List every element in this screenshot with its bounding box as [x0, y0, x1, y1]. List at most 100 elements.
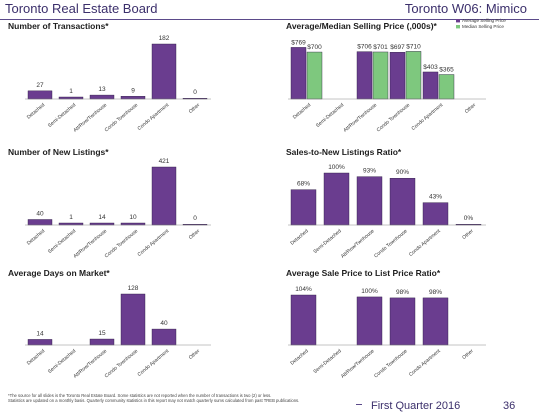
category-label: Condo Apartment: [408, 228, 442, 258]
category-label: Detached: [26, 228, 46, 246]
bar-snlr-3: [389, 177, 416, 226]
category-label: Semi-Detached: [47, 348, 77, 375]
value-label: 13: [98, 86, 106, 93]
bar-splp-3: [389, 297, 416, 346]
footnote-line-1: *The source for all slides is the Toront…: [8, 393, 272, 398]
value-label: 128: [128, 285, 139, 292]
footnote: *The source for all slides is the Toront…: [8, 393, 356, 403]
legend-swatch: [456, 19, 460, 23]
bar-transactions-1: [58, 96, 84, 100]
category-label: Semi-Detached: [315, 102, 345, 129]
legend-label: Average Selling Price: [462, 18, 506, 23]
bar-selling_price-0-3: [389, 52, 406, 100]
value-label: 14: [98, 214, 106, 221]
value-label: 15: [98, 330, 106, 337]
value-label: 100%: [361, 288, 378, 295]
category-label: Detached: [289, 348, 309, 366]
value-label: 40: [160, 320, 168, 327]
bar-selling_price-1-4: [438, 74, 455, 100]
bar-dom-2: [89, 338, 115, 346]
category-label: Other: [188, 348, 202, 361]
value-label: $710: [406, 43, 421, 50]
community-title: Toronto W06: Mimico: [404, 1, 527, 16]
bar-new_listings-0: [27, 219, 53, 226]
page-header: Toronto Real Estate Board Toronto W06: M…: [0, 0, 539, 20]
value-label: 90%: [396, 169, 409, 176]
category-label: Semi-Detached: [47, 102, 77, 129]
chart-dom: Average Days on Market* 14 15 128 40 Detached…: [8, 268, 211, 380]
category-label: Condo Townhouse: [376, 102, 412, 133]
bar-splp-0: [290, 294, 317, 346]
category-label: Semi-Detached: [312, 228, 342, 255]
bar-selling_price-1-2: [372, 51, 389, 100]
category-label: Detached: [26, 102, 46, 120]
category-label: Condo Townhouse: [373, 348, 409, 379]
value-label: $700: [307, 44, 322, 51]
bar-selling_price-0-0: [290, 47, 307, 100]
category-label: Condo Townhouse: [373, 228, 409, 259]
bar-transactions-4: [151, 43, 177, 100]
value-label: $697: [390, 44, 405, 51]
category-label: Other: [461, 228, 475, 241]
bar-transactions-2: [89, 94, 115, 100]
board-title: Toronto Real Estate Board: [5, 1, 158, 16]
legend-swatch: [456, 25, 460, 29]
legend-label: Median Selling Price: [462, 24, 504, 29]
category-label: Condo Apartment: [411, 102, 445, 132]
chart-title: Sales-to-New Listings Ratio*: [286, 147, 402, 157]
chart-new_listings: Number of New Listings* 40 1 14 10 421 0 Detach…: [8, 147, 211, 260]
value-label: 93%: [363, 168, 376, 175]
page-number: 36: [503, 400, 516, 412]
chart-title: Number of New Listings*: [8, 147, 109, 157]
bar-dom-4: [151, 328, 177, 346]
bar-transactions-3: [120, 96, 146, 100]
category-label: Condo Apartment: [137, 348, 171, 378]
value-label: 182: [159, 35, 170, 42]
category-label: Detached: [26, 348, 46, 366]
value-label: 0: [193, 89, 197, 96]
value-label: 98%: [429, 289, 442, 296]
bar-selling_price-0-2: [356, 51, 373, 100]
value-label: 0%: [464, 215, 474, 222]
value-label: 40: [36, 210, 44, 217]
category-label: Condo Apartment: [137, 102, 171, 132]
category-label: Condo Apartment: [137, 228, 171, 258]
chart-title: Average/Median Selling Price (,000s)*: [286, 21, 438, 31]
category-label: Detached: [289, 228, 309, 246]
category-label: Semi-Detached: [312, 348, 342, 375]
chart-splp: Average Sale Price to List Price Ratio* 1…: [286, 268, 486, 380]
value-label: 9: [131, 87, 135, 94]
category-label: Semi-Detached: [47, 228, 77, 255]
value-label: 98%: [396, 289, 409, 296]
value-label: 10: [129, 214, 137, 221]
bar-new_listings-2: [89, 222, 115, 226]
category-label: Other: [188, 228, 202, 241]
value-label: 68%: [297, 181, 310, 188]
value-label: 27: [36, 82, 44, 89]
chart-snlr: Sales-to-New Listings Ratio* 68% 100% 93% 90…: [286, 147, 486, 260]
category-label: Condo Townhouse: [104, 102, 140, 133]
value-label: $403: [423, 64, 438, 71]
value-label: 1: [69, 214, 73, 221]
bar-splp-2: [356, 296, 383, 346]
bar-snlr-0: [290, 189, 317, 226]
chart-title: Average Days on Market*: [8, 268, 110, 278]
category-label: Condo Townhouse: [104, 348, 140, 379]
category-label: Other: [461, 348, 475, 361]
chart-title: Number of Transactions*: [8, 21, 109, 31]
chart-transactions: Number of Transactions* 27 1 13 9 182 0 Detache…: [8, 21, 211, 134]
bar-new_listings-1: [58, 222, 84, 226]
bar-dom-0: [27, 339, 53, 346]
footer-rule: [356, 404, 362, 405]
value-label: 43%: [429, 194, 442, 201]
bar-transactions-0: [27, 90, 53, 100]
bar-snlr-4: [422, 202, 449, 226]
category-label: Other: [464, 102, 478, 115]
value-label: 14: [36, 330, 44, 337]
value-label: 0: [193, 215, 197, 222]
bar-selling_price-0-4: [422, 71, 439, 100]
value-label: $769: [291, 39, 306, 46]
bar-dom-3: [120, 293, 146, 346]
bar-new_listings-4: [151, 166, 177, 226]
bar-selling_price-1-0: [306, 51, 323, 100]
